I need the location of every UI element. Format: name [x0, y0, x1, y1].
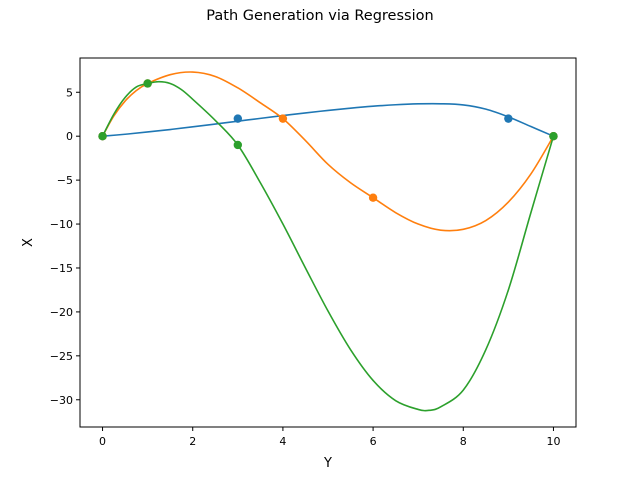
- chart-title: Path Generation via Regression: [206, 8, 434, 24]
- y-tick-label: 5: [66, 86, 73, 99]
- series-3-line: [101, 80, 555, 412]
- x-tick-label: 6: [370, 435, 377, 448]
- series-2-point: [278, 114, 288, 123]
- series-2-point: [368, 193, 378, 202]
- series-3-point: [549, 131, 558, 141]
- y-axis-label: X: [21, 238, 36, 247]
- series-1-point: [504, 114, 513, 123]
- y-tick-label: −5: [57, 174, 73, 187]
- y-tick-label: −25: [50, 350, 73, 363]
- x-tick-label: 8: [460, 435, 467, 448]
- series-2-line: [101, 71, 555, 232]
- x-tick-label: 4: [279, 435, 286, 448]
- series-1-point: [233, 114, 243, 123]
- series-3: [98, 79, 558, 412]
- y-tick-label: −20: [50, 306, 73, 319]
- series-3-point: [143, 79, 152, 88]
- series-1-line: [102, 102, 554, 137]
- x-tick-label: 2: [189, 435, 196, 448]
- y-tick-label: −10: [50, 218, 73, 231]
- axes-frame: [79, 57, 577, 428]
- axes: 0 2 4 6 8 10 5 0 −5 −10 −15 −20 −25 −30: [50, 86, 561, 448]
- x-tick-label: 0: [99, 435, 106, 448]
- series-3-point: [233, 140, 243, 150]
- y-tick-label: −15: [50, 262, 73, 275]
- series-group: [98, 71, 558, 412]
- y-tick-label: 0: [66, 130, 73, 143]
- y-tick-label: −30: [50, 394, 73, 407]
- x-tick-label: 10: [546, 435, 560, 448]
- series-3-point: [98, 131, 107, 141]
- series-1: [98, 102, 558, 141]
- series-2: [98, 71, 558, 232]
- x-axis-label: Y: [323, 456, 332, 471]
